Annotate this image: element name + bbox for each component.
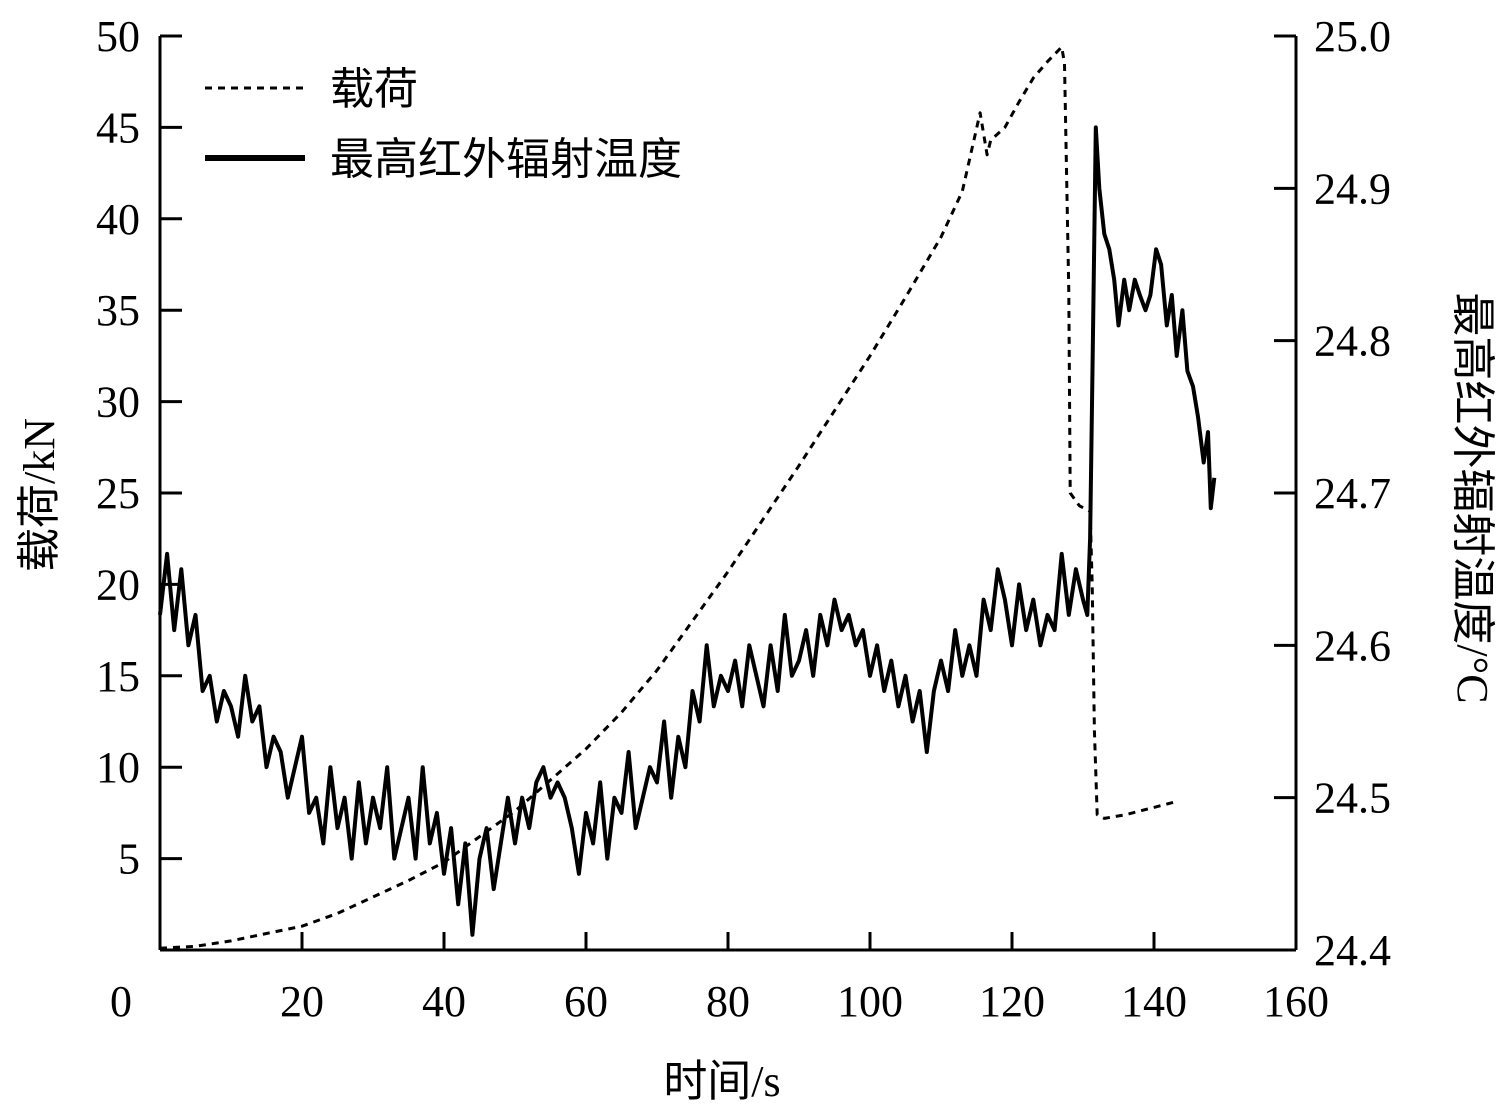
x-tick-label: 0 bbox=[110, 977, 132, 1026]
x-tick-label: 160 bbox=[1263, 977, 1329, 1026]
x-tick-label: 80 bbox=[706, 977, 750, 1026]
y-right-tick-label: 24.6 bbox=[1314, 621, 1391, 670]
y-right-tick-label: 24.9 bbox=[1314, 164, 1391, 213]
series-line-temperature bbox=[158, 125, 1217, 937]
y-left-tick-label: 35 bbox=[96, 286, 140, 335]
y-left-tick-label: 30 bbox=[96, 378, 140, 427]
y-right-tick-label: 24.8 bbox=[1314, 317, 1391, 366]
x-tick-label: 120 bbox=[979, 977, 1045, 1026]
y-left-tick-label: 15 bbox=[96, 652, 140, 701]
x-tick-label: 40 bbox=[422, 977, 466, 1026]
x-tick-label: 20 bbox=[280, 977, 324, 1026]
y-left-tick-label: 20 bbox=[96, 560, 140, 609]
y-left-tick-label: 50 bbox=[96, 12, 140, 61]
series-line-load bbox=[159, 45, 1176, 950]
x-tick-label: 140 bbox=[1121, 977, 1187, 1026]
y-left-tick-label: 5 bbox=[118, 835, 140, 884]
y-right-tick-label: 24.4 bbox=[1314, 926, 1391, 975]
axes-layer: 0 20 40 60 80 100 120 140 160 5 10 15 20 25 30 35 40 45 50… bbox=[96, 12, 1391, 1026]
y-axis-left-title: 载荷/kN bbox=[15, 418, 64, 572]
x-tick-label: 100 bbox=[837, 977, 903, 1026]
legend-label-temperature: 最高红外辐射温度 bbox=[330, 135, 682, 184]
y-left-tick-label: 40 bbox=[96, 195, 140, 244]
y-left-tick-label: 10 bbox=[96, 743, 140, 792]
y-axis-right-title: 最高红外辐射温度/°C bbox=[1448, 292, 1497, 703]
legend: 载荷 最高红外辐射温度 bbox=[205, 65, 682, 184]
y-right-tick-label: 25.0 bbox=[1314, 12, 1391, 61]
series-layer bbox=[158, 45, 1217, 950]
y-left-tick-label: 45 bbox=[96, 103, 140, 152]
x-axis-title: 时间/s bbox=[663, 1057, 780, 1106]
y-left-tick-label: 25 bbox=[96, 469, 140, 518]
x-tick-label: 60 bbox=[564, 977, 608, 1026]
legend-label-load: 载荷 bbox=[330, 65, 418, 114]
y-right-tick-label: 24.7 bbox=[1314, 469, 1391, 518]
y-right-tick-label: 24.5 bbox=[1314, 774, 1391, 823]
